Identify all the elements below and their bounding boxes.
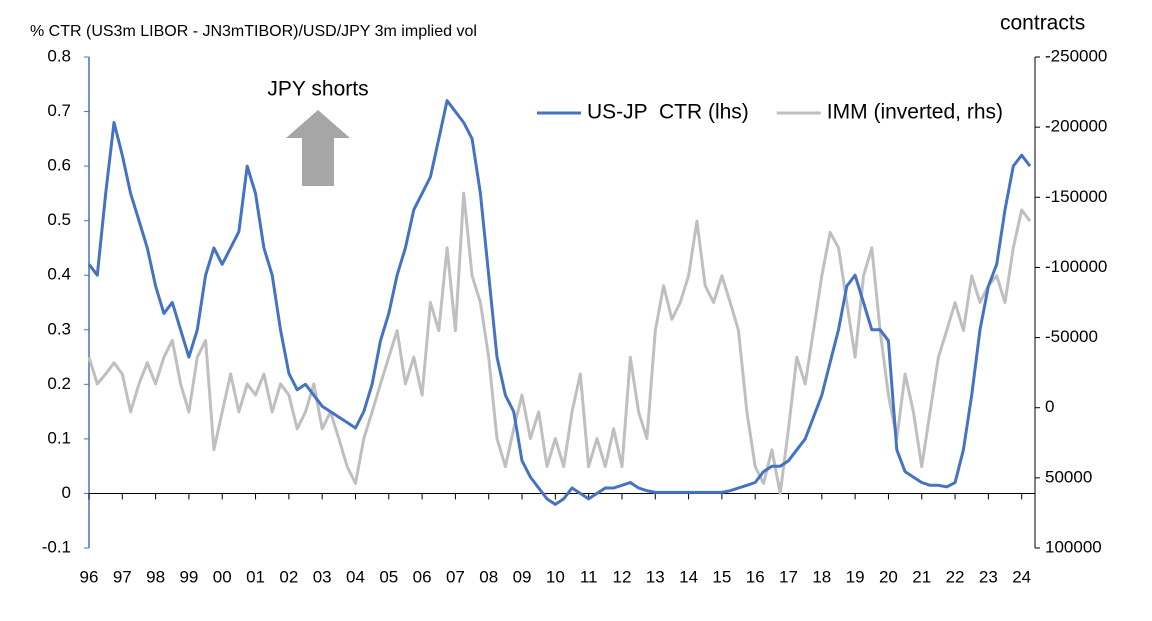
x-tick-label: 02: [279, 567, 298, 586]
x-tick-label: 03: [313, 567, 332, 586]
x-tick-label: 05: [379, 567, 398, 586]
x-tick-label: 14: [679, 567, 698, 586]
y2-tick-label: 0: [1045, 397, 1054, 416]
y-tick-label: -0.1: [42, 537, 71, 556]
y2-tick-label: 100000: [1045, 537, 1102, 556]
x-tick-label: 96: [80, 567, 99, 586]
x-tick-label: 04: [346, 567, 365, 586]
x-tick-label: 06: [413, 567, 432, 586]
x-tick-label: 21: [912, 567, 931, 586]
arrow: [286, 110, 350, 186]
x-tick-label: 11: [580, 567, 598, 586]
y2-tick-label: -100000: [1045, 257, 1107, 276]
y-tick-label: 0.1: [47, 428, 71, 447]
x-tick-label: 99: [179, 567, 198, 586]
x-tick-label: 23: [979, 567, 998, 586]
x-tick-label: 15: [712, 567, 731, 586]
y-tick-label: 0: [62, 483, 71, 502]
x-tick-label: 19: [846, 567, 865, 586]
series-line: [87, 191, 1032, 495]
legend-label: US-JP CTR (lhs): [587, 101, 749, 124]
y2-tick-label: -200000: [1045, 117, 1107, 136]
chart-title: % CTR (US3m LIBOR - JN3mTIBOR)/USD/JPY 3…: [30, 23, 477, 40]
y-tick-label: 0.5: [47, 210, 71, 229]
x-tick-label: 24: [1012, 567, 1031, 586]
x-tick-label: 16: [746, 567, 765, 586]
x-tick-label: 98: [146, 567, 165, 586]
x-tick-label: 09: [513, 567, 532, 586]
x-tick-label: 00: [213, 567, 232, 586]
y2-tick-label: -50000: [1045, 327, 1098, 346]
legend-label: IMM (inverted, rhs): [827, 101, 1003, 124]
y-tick-label: 0.7: [47, 101, 71, 120]
x-tick-label: 20: [879, 567, 898, 586]
x-tick-label: 12: [612, 567, 631, 586]
y-tick-label: 0.2: [47, 374, 71, 393]
y2-tick-label: -250000: [1045, 46, 1107, 65]
x-tick-label: 07: [446, 567, 465, 586]
series-line: [87, 99, 1032, 506]
x-tick-label: 10: [546, 567, 565, 586]
y2-tick-label: 50000: [1045, 467, 1092, 486]
x-tick-label: 08: [479, 567, 498, 586]
x-tick-label: 22: [946, 567, 965, 586]
y-tick-label: 0.6: [47, 156, 71, 175]
y2-tick-label: -150000: [1045, 187, 1107, 206]
x-tick-label: 97: [113, 567, 132, 586]
y2-axis-label: contracts: [1000, 12, 1085, 35]
y-tick-label: 0.3: [47, 319, 71, 338]
x-tick-label: 13: [646, 567, 665, 586]
y-tick-label: 0.4: [47, 265, 71, 284]
x-tick-label: 17: [779, 567, 798, 586]
annotation: JPY shorts: [267, 78, 368, 101]
y-tick-label: 0.8: [47, 46, 71, 65]
x-tick-label: 01: [246, 567, 265, 586]
x-tick-label: 18: [812, 567, 831, 586]
